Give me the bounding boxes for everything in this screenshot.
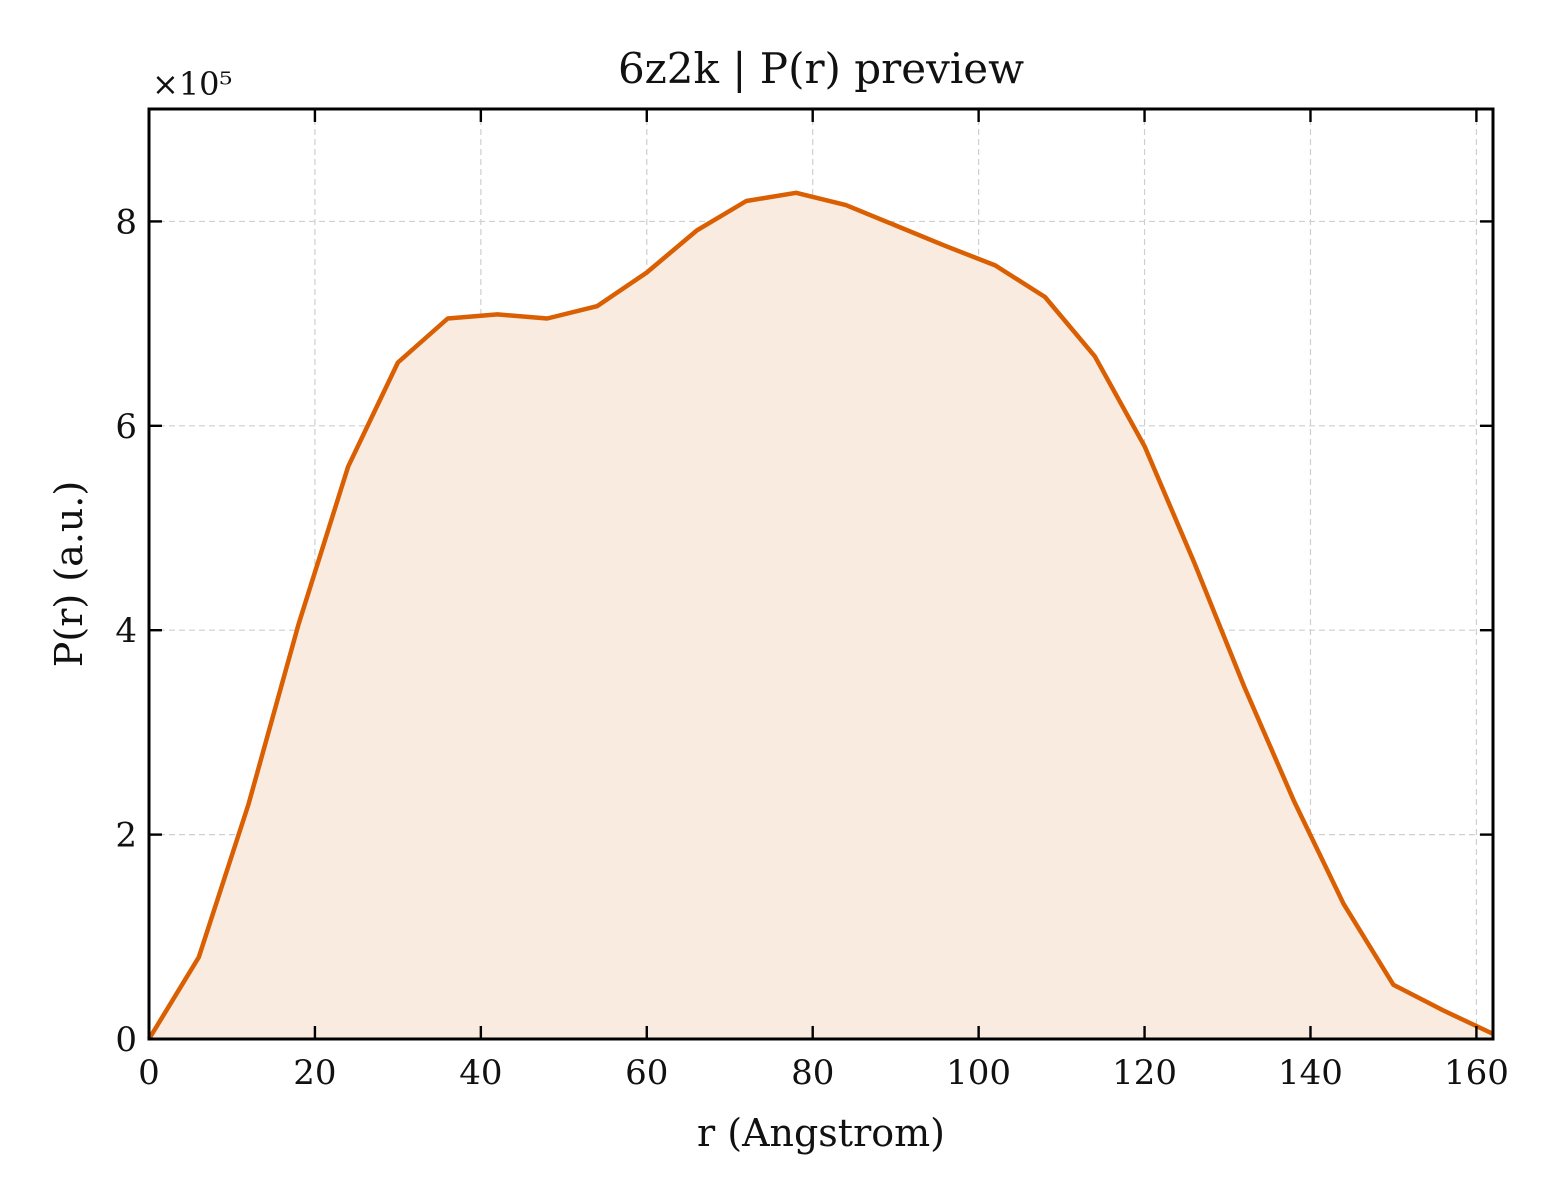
series-line — [147, 190, 1494, 1041]
axis-ticks: 0 20 40 60 80 100 120 140 160 0 2 4 6 8 — [115, 109, 1509, 1093]
x-tick-label: 80 — [791, 1053, 834, 1093]
x-tick-label: 120 — [1112, 1053, 1177, 1093]
plot-area — [147, 190, 1494, 1041]
y-tick-label: 8 — [115, 202, 137, 242]
x-tick-label: 60 — [625, 1053, 668, 1093]
chart-title: 6z2k | P(r) preview — [618, 44, 1024, 93]
series-area-fill — [149, 192, 1493, 1040]
y-tick-label: 4 — [115, 611, 137, 651]
y-tick-label: 0 — [115, 1020, 137, 1060]
x-tick-label: 140 — [1278, 1053, 1343, 1093]
y-axis-multiplier: ×10⁵ — [152, 65, 232, 103]
y-tick-label: 2 — [115, 816, 137, 856]
x-tick-label: 100 — [946, 1053, 1011, 1093]
y-axis-label: P(r) (a.u.) — [47, 481, 91, 667]
x-tick-label: 160 — [1444, 1053, 1509, 1093]
x-tick-label: 40 — [459, 1053, 502, 1093]
x-axis-label: r (Angstrom) — [697, 1111, 945, 1155]
y-tick-label: 6 — [115, 407, 137, 447]
x-tick-label: 20 — [293, 1053, 336, 1093]
axes-frame — [147, 107, 1495, 1041]
x-tick-label: 0 — [138, 1053, 160, 1093]
